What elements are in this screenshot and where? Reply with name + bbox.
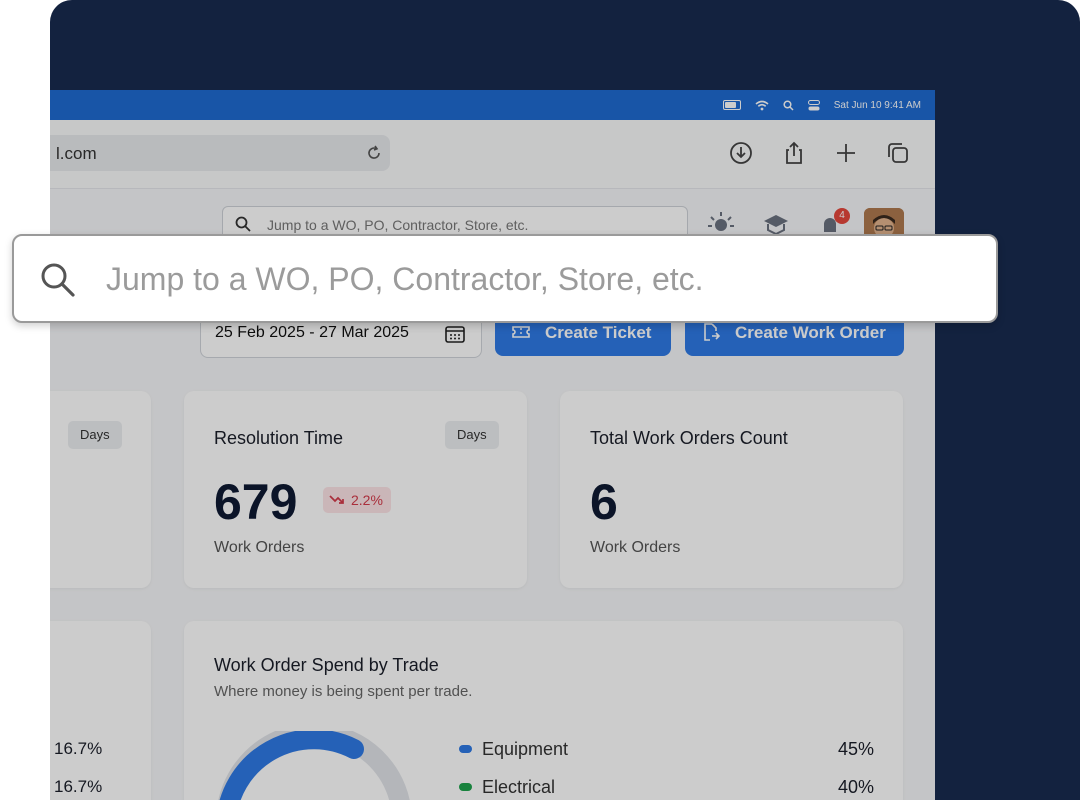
legend-value: 40% (837, 777, 874, 797)
battery-icon (722, 100, 741, 110)
trend-value: 2.2% (351, 492, 383, 508)
search-input[interactable]: Jump to a WO, PO, Contractor, Store, etc… (12, 234, 998, 323)
legend-name: Equipment (482, 739, 569, 759)
card-subtitle: Work Orders (214, 539, 305, 556)
sun-icon[interactable] (706, 208, 736, 238)
card-subtitle: Work Orders (590, 539, 681, 556)
stat-card-partial: Days (50, 391, 151, 588)
resolution-time-value: 679 (214, 474, 298, 530)
total-work-orders-card: Total Work Orders Count 6 Work Orders (560, 391, 903, 588)
menubar-status: Sat Jun 10 9:41 AM (722, 90, 921, 120)
bell-icon[interactable] (815, 208, 845, 238)
legend-item-electrical[interactable]: Electrical 40% (459, 775, 874, 800)
trend-badge: 2.2% (323, 487, 391, 513)
download-icon[interactable] (727, 139, 755, 167)
browser-screen: Sat Jun 10 9:41 AM l.com (50, 90, 935, 800)
legend-dot (459, 783, 472, 791)
reload-icon[interactable] (364, 143, 384, 163)
donut-segment-equipment[interactable] (219, 731, 364, 800)
days-pill[interactable]: Days (68, 421, 122, 449)
share-icon[interactable] (780, 139, 808, 167)
percentage-value: 16.7% (54, 777, 103, 796)
browser-toolbar: l.com (50, 120, 935, 189)
work-order-icon (704, 323, 721, 341)
ticket-icon (512, 326, 530, 338)
new-tab-icon[interactable] (832, 139, 860, 167)
notification-badge: 4 (834, 208, 850, 224)
spend-title: Work Order Spend by Trade (214, 655, 439, 675)
resolution-time-card: Resolution Time Days 679 2.2% Work Order… (184, 391, 527, 588)
date-range-text: 25 Feb 2025 - 27 Mar 2025 (215, 324, 409, 341)
address-bar[interactable]: l.com (50, 135, 390, 171)
tabs-overview-icon[interactable] (884, 139, 912, 167)
spend-donut-chart (218, 731, 410, 800)
legend-value: 45% (837, 739, 874, 759)
control-center-icon[interactable] (807, 99, 820, 111)
address-bar-url: l.com (56, 144, 97, 163)
trend-down-icon (329, 495, 344, 504)
total-work-orders-value: 6 (590, 474, 618, 530)
legend-dot (459, 745, 472, 753)
spend-subtitle: Where money is being spent per trade. (214, 683, 473, 700)
days-pill[interactable]: Days (445, 421, 499, 449)
card-title: Resolution Time (214, 428, 344, 448)
calendar-icon (445, 326, 465, 343)
left-bottom-card: 16.7% 16.7% (50, 621, 151, 800)
create-work-order-label: Create Work Order (735, 323, 886, 342)
spotlight-icon[interactable] (783, 99, 794, 111)
wifi-icon (755, 100, 769, 110)
percentage-value: 16.7% (54, 739, 103, 758)
search-icon (235, 216, 251, 232)
card-title: Total Work Orders Count (590, 428, 788, 448)
legend-item-equipment[interactable]: Equipment 45% (459, 737, 874, 763)
header-search-placeholder: Jump to a WO, PO, Contractor, Store, etc… (267, 217, 529, 233)
legend-name: Electrical (482, 777, 556, 797)
spend-by-trade-card: Work Order Spend by Trade Where money is… (184, 621, 903, 800)
search-icon (41, 263, 75, 297)
modal-backdrop[interactable] (50, 90, 935, 800)
create-ticket-label: Create Ticket (545, 323, 652, 342)
menubar-clock: Sat Jun 10 9:41 AM (833, 99, 921, 111)
menubar: Sat Jun 10 9:41 AM (50, 90, 935, 120)
search-placeholder: Jump to a WO, PO, Contractor, Store, etc… (106, 261, 704, 297)
